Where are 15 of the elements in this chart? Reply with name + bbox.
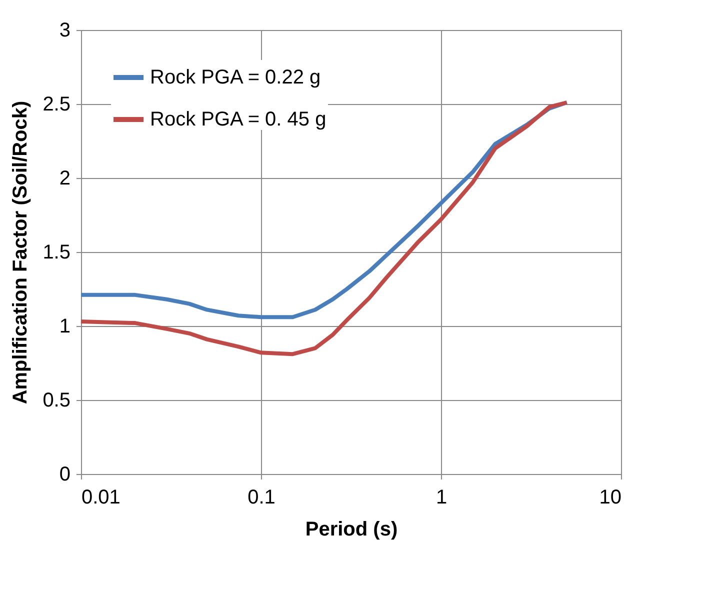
legend-label: Rock PGA = 0. 45 g — [150, 108, 326, 130]
y-tick-label: 2 — [59, 168, 70, 190]
y-axis-title: Amplification Factor (Soil/Rock) — [10, 100, 32, 404]
x-tick-label: 1 — [436, 486, 448, 508]
legend-label: Rock PGA = 0.22 g — [150, 66, 321, 88]
y-tick-label: 0.5 — [42, 390, 70, 412]
y-tick-label: 1 — [59, 316, 70, 338]
x-tick-label: 0.1 — [248, 486, 276, 508]
x-tick-label: 10 — [599, 486, 622, 508]
y-tick-label: 2.5 — [42, 94, 70, 116]
y-tick-label: 3 — [59, 20, 70, 42]
y-tick-label: 0 — [59, 464, 70, 486]
x-tick-label: 0.01 — [82, 486, 120, 508]
x-axis-title: Period (s) — [305, 518, 398, 540]
y-tick-label: 1.5 — [42, 242, 70, 264]
